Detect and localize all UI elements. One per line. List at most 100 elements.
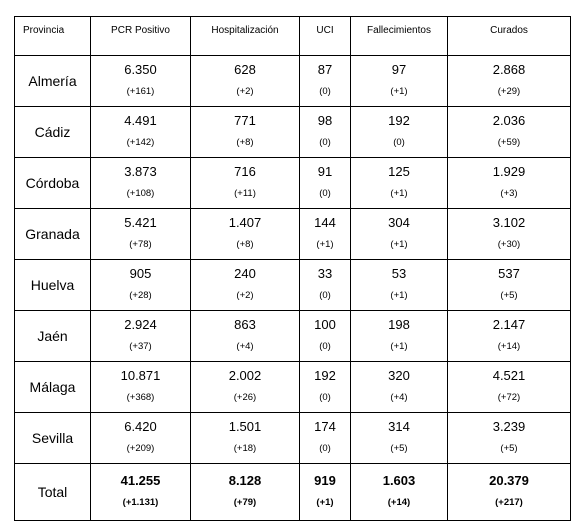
pcr-positivo-value: 6.420	[124, 419, 157, 434]
fallecimientos-delta: (+1)	[390, 290, 408, 301]
province-name: Granada	[14, 208, 91, 260]
pcr-positivo-value: 6.350	[124, 62, 157, 77]
cell-fallecimientos: 125 (+1)	[350, 157, 448, 209]
cell-curados: 2.147 (+14)	[447, 310, 571, 362]
cell-pcr-positivo: 4.491 (+142)	[90, 106, 191, 158]
uci-delta: (0)	[319, 188, 331, 199]
fallecimientos-value: 198	[388, 317, 410, 332]
cell-uci: 98 (0)	[299, 106, 351, 158]
cell-fallecimientos: 198 (+1)	[350, 310, 448, 362]
curados-value: 2.036	[492, 113, 526, 128]
curados-value: 1.929	[492, 164, 526, 179]
hospitalizacion-value: 1.501	[228, 419, 262, 434]
cell-pcr-positivo: 6.420 (+209)	[90, 412, 191, 464]
curados-delta: (+29)	[497, 86, 521, 97]
cell-pcr-positivo: 2.924 (+37)	[90, 310, 191, 362]
pcr-positivo-delta: (+28)	[129, 290, 152, 301]
cell-curados: 3.102 (+30)	[447, 208, 571, 260]
hospitalizacion-delta: (+26)	[233, 392, 257, 403]
pcr-positivo-delta: (+161)	[126, 86, 155, 97]
province-name: Total	[14, 463, 91, 521]
hospitalizacion-delta: (+8)	[236, 239, 254, 250]
cell-curados: 2.868 (+29)	[447, 55, 571, 107]
hospitalizacion-value: 716	[234, 164, 256, 179]
cell-hospitalizacion: 1.501 (+18)	[190, 412, 300, 464]
hospitalizacion-delta: (+2)	[236, 86, 254, 97]
cell-curados: 2.036 (+59)	[447, 106, 571, 158]
fallecimientos-value: 320	[388, 368, 410, 383]
pcr-positivo-value: 905	[129, 266, 152, 281]
uci-delta: (0)	[319, 86, 331, 97]
cell-uci: 192 (0)	[299, 361, 351, 413]
uci-delta: (+1)	[316, 239, 334, 250]
cell-fallecimientos: 304 (+1)	[350, 208, 448, 260]
cell-hospitalizacion: 771 (+8)	[190, 106, 300, 158]
fallecimientos-delta: (+1)	[390, 341, 408, 352]
cell-hospitalizacion: 628 (+2)	[190, 55, 300, 107]
hospitalizacion-delta: (+2)	[236, 290, 254, 301]
province-name: Sevilla	[14, 412, 91, 464]
curados-delta: (+3)	[500, 188, 518, 199]
pcr-positivo-value: 5.421	[124, 215, 157, 230]
fallecimientos-delta: (+1)	[390, 188, 408, 199]
header-fallecimientos: Fallecimientos	[350, 16, 448, 56]
header-row: Provincia PCR Positivo Hospitalización U…	[14, 16, 571, 56]
pcr-positivo-delta: (+209)	[126, 443, 155, 454]
table-row: Málaga 10.871 (+368) 2.002 (+26) 192 (0) 320 (+4…	[14, 361, 571, 413]
cell-uci: 91 (0)	[299, 157, 351, 209]
uci-delta: (+1)	[316, 497, 334, 508]
total-row: Total 41.255 (+1.131) 8.128 (+79) 919 (+1) 1.60…	[14, 463, 571, 521]
cell-curados: 1.929 (+3)	[447, 157, 571, 209]
table-row: Sevilla 6.420 (+209) 1.501 (+18) 174 (0) 314 (+5…	[14, 412, 571, 464]
province-name: Jaén	[14, 310, 91, 362]
hospitalizacion-delta: (+18)	[233, 443, 257, 454]
uci-delta: (0)	[319, 443, 331, 454]
cell-uci: 100 (0)	[299, 310, 351, 362]
fallecimientos-delta: (+4)	[390, 392, 408, 403]
curados-delta: (+14)	[497, 341, 521, 352]
uci-delta: (0)	[319, 392, 331, 403]
cell-hospitalizacion: 716 (+11)	[190, 157, 300, 209]
fallecimientos-delta: (+1)	[390, 86, 408, 97]
cell-hospitalizacion: 240 (+2)	[190, 259, 300, 311]
pcr-positivo-delta: (+37)	[129, 341, 152, 352]
header-provincia: Provincia	[14, 16, 91, 56]
cell-curados: 537 (+5)	[447, 259, 571, 311]
province-name: Cádiz	[14, 106, 91, 158]
pcr-positivo-delta: (+78)	[129, 239, 152, 250]
cell-curados: 4.521 (+72)	[447, 361, 571, 413]
cell-fallecimientos: 192 (0)	[350, 106, 448, 158]
curados-value: 3.239	[492, 419, 526, 434]
header-curados: Curados	[447, 16, 571, 56]
fallecimientos-value: 304	[388, 215, 410, 230]
pcr-positivo-value: 2.924	[124, 317, 157, 332]
cell-fallecimientos: 1.603 (+14)	[350, 463, 448, 521]
uci-value: 98	[317, 113, 333, 128]
cell-uci: 33 (0)	[299, 259, 351, 311]
cell-pcr-positivo: 41.255 (+1.131)	[90, 463, 191, 521]
uci-value: 192	[314, 368, 336, 383]
cell-curados: 3.239 (+5)	[447, 412, 571, 464]
pcr-positivo-value: 4.491	[124, 113, 157, 128]
curados-delta: (+59)	[497, 137, 521, 148]
hospitalizacion-value: 1.407	[228, 215, 262, 230]
cell-uci: 87 (0)	[299, 55, 351, 107]
fallecimientos-delta: (+5)	[390, 443, 408, 454]
covid-province-table: Provincia PCR Positivo Hospitalización U…	[14, 16, 571, 521]
hospitalizacion-value: 240	[234, 266, 256, 281]
hospitalizacion-delta: (+4)	[236, 341, 254, 352]
table-row: Almería 6.350 (+161) 628 (+2) 87 (0) 97 (+1) 2.86…	[14, 55, 571, 107]
uci-value: 87	[317, 62, 333, 77]
hospitalizacion-value: 2.002	[228, 368, 262, 383]
curados-value: 2.868	[492, 62, 526, 77]
cell-fallecimientos: 320 (+4)	[350, 361, 448, 413]
cell-uci: 919 (+1)	[299, 463, 351, 521]
header-uci: UCI	[299, 16, 351, 56]
uci-value: 33	[317, 266, 333, 281]
hospitalizacion-delta: (+79)	[233, 497, 257, 508]
uci-value: 100	[314, 317, 336, 332]
hospitalizacion-delta: (+8)	[236, 137, 254, 148]
cell-fallecimientos: 53 (+1)	[350, 259, 448, 311]
curados-value: 3.102	[492, 215, 526, 230]
uci-value: 91	[317, 164, 333, 179]
